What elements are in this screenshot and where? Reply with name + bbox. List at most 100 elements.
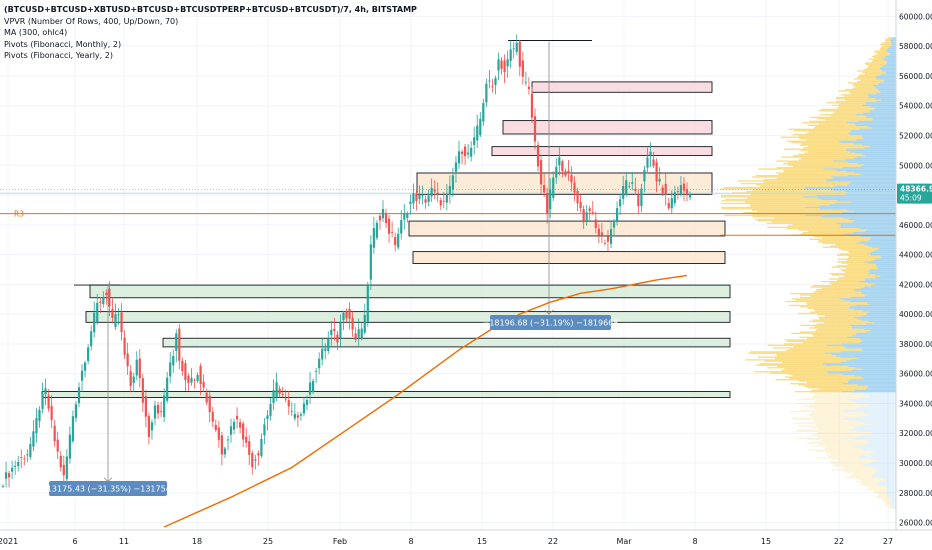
vp-bar-down [786, 228, 860, 230]
vp-bar-up [851, 335, 896, 337]
vp-bar-down [810, 116, 866, 119]
indicator-pivots-monthly[interactable]: Pivots (Fibonacci, Monthly, 2) [4, 39, 122, 49]
vp-bar-up [824, 352, 896, 354]
vp-bar-up [862, 137, 896, 140]
vp-bar-down [861, 479, 885, 482]
vp-bar-down [875, 51, 889, 54]
vp-bar-down [721, 196, 804, 198]
vp-bar-down [774, 357, 858, 360]
vp-bar-down [775, 379, 850, 381]
zone-green[interactable] [85, 311, 731, 323]
vp-bar-up [840, 361, 896, 364]
vp-bar-up [866, 440, 896, 442]
vp-bar-up [804, 206, 896, 209]
candle-body [348, 308, 351, 319]
vp-bar-up [826, 371, 896, 373]
measure-1-box[interactable] [49, 481, 167, 496]
vp-bar-down [758, 168, 824, 170]
vp-bar-up [866, 323, 896, 325]
vp-bar-down [811, 426, 854, 429]
zone-red[interactable] [531, 81, 713, 93]
candle-body [308, 382, 312, 395]
candle-body [457, 151, 461, 164]
candle-body [239, 422, 242, 428]
vp-bar-up [840, 351, 896, 353]
vp-bar-down [822, 246, 872, 248]
zone-green[interactable] [89, 284, 731, 299]
price-tick-label: 34000.00 [899, 399, 932, 408]
vp-bar-up [869, 271, 896, 274]
candle-body [184, 363, 187, 381]
vp-bar-up [881, 69, 896, 71]
symbol-title[interactable]: (BTCUSD+BTCUSD+XBTUSD+BTCUSD+BTCUSDTPERP… [4, 5, 417, 14]
zone-red[interactable] [491, 146, 713, 157]
vp-bar-up [857, 457, 896, 459]
vp-bar-up [850, 306, 896, 308]
vp-bar-down [818, 123, 855, 125]
indicator-ma[interactable]: MA (300, ohlc4) [4, 28, 68, 37]
candle-body [196, 374, 199, 381]
candle-body [387, 218, 391, 234]
ma-300-path[interactable] [163, 274, 688, 528]
zone-orange[interactable] [412, 251, 726, 264]
vp-bar-up [857, 120, 896, 123]
last-price-badge[interactable] [897, 183, 932, 204]
vp-bar-down [798, 384, 858, 386]
vp-bar-up [859, 455, 896, 458]
vp-bar-down [838, 103, 867, 105]
vp-bar-down [825, 119, 873, 121]
vp-bar-up [864, 286, 896, 288]
vp-bar-up [863, 393, 896, 395]
vp-bar-down [798, 159, 845, 161]
zone-red[interactable] [502, 120, 713, 135]
candle-body [99, 301, 102, 303]
candle-body [606, 236, 610, 242]
vp-bar-down [830, 115, 867, 117]
vp-bar-up [820, 216, 896, 218]
vp-bar-down [845, 477, 877, 479]
vp-bar-up [860, 376, 896, 378]
vp-bar-down [858, 75, 877, 77]
vp-bar-down [817, 314, 867, 316]
candle-body [87, 347, 90, 362]
vp-bar-down [725, 198, 822, 201]
vp-bar-down [784, 171, 847, 173]
time-tick-label: 27 [883, 537, 893, 546]
vp-bar-down [859, 74, 881, 76]
vp-bar-up [893, 506, 896, 508]
vp-bar-up [856, 242, 896, 244]
time-axis[interactable]: 2021 6 11 18 25 Feb 8 15 22 Mar 8 15 22 27 [0, 529, 932, 550]
vp-bar-up [872, 259, 896, 262]
vp-bar-up [868, 95, 896, 97]
vp-bar-down [771, 221, 852, 223]
vp-bar-down [773, 347, 847, 349]
vp-bar-up [855, 334, 896, 336]
zone-orange[interactable] [416, 172, 713, 195]
indicator-vpvr[interactable]: VPVR (Number Of Rows, 400, Up/Down, 70) [4, 16, 179, 26]
vp-bar-down [880, 46, 890, 48]
price-axis[interactable]: 60000.00 58000.00 56000.00 54000.00 52000.00… [895, 0, 932, 550]
vp-bar-down [815, 290, 855, 292]
vp-bar-up [846, 148, 896, 150]
vp-bar-up [845, 360, 896, 362]
candle-body [655, 162, 658, 182]
zone-orange[interactable] [408, 220, 726, 237]
candle-body [549, 189, 552, 210]
vp-bar-down [721, 208, 820, 210]
vp-bar-up [862, 416, 896, 418]
vp-bar-down [799, 294, 867, 296]
time-tick-label: 8 [408, 537, 413, 546]
vp-bar-up [881, 70, 896, 72]
vp-bar-up [864, 463, 896, 466]
candle-body [311, 381, 315, 393]
candle-body [363, 314, 366, 333]
candle-body [47, 395, 50, 409]
vp-bar-up [852, 438, 896, 441]
vp-bar-up [853, 143, 896, 145]
vp-bar-down [815, 330, 871, 332]
candle-body [467, 152, 470, 155]
indicator-pivots-yearly[interactable]: Pivots (Fibonacci, Yearly, 2) [4, 51, 113, 60]
measure-2-box[interactable] [490, 315, 611, 330]
zone-green[interactable] [162, 337, 731, 348]
